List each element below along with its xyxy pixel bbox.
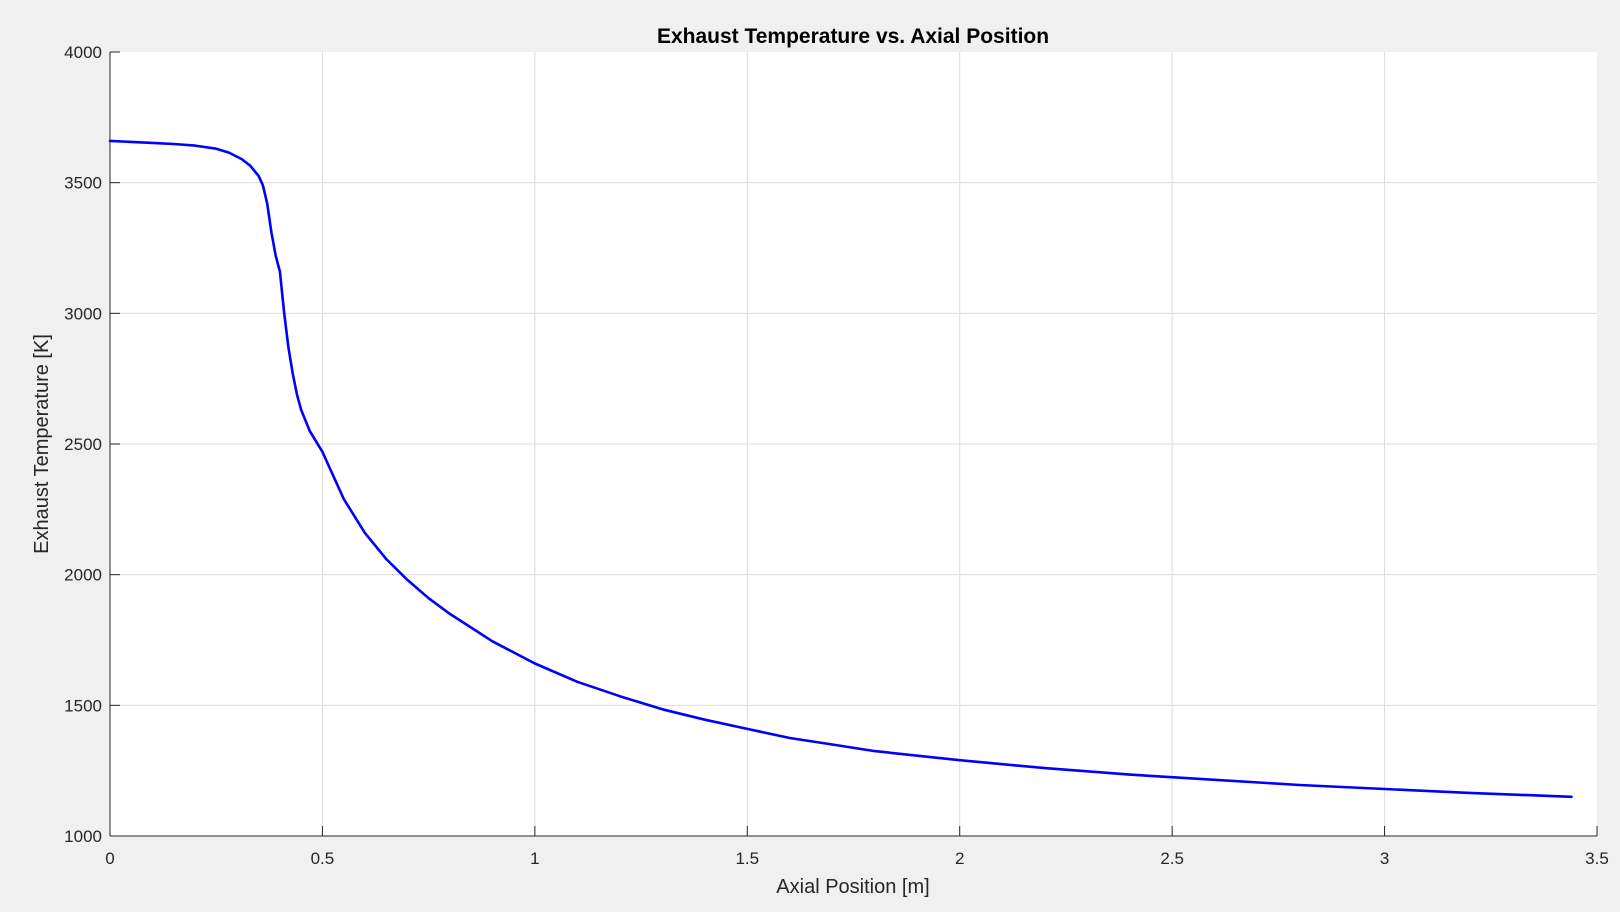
y-tick-label: 2500 (64, 435, 102, 454)
x-axis-label: Axial Position [m] (776, 876, 929, 898)
y-tick-label: 2000 (64, 566, 102, 585)
x-tick-label: 0.5 (311, 849, 335, 868)
chart-title: Exhaust Temperature vs. Axial Position (657, 25, 1049, 48)
y-tick-label: 1000 (64, 827, 102, 846)
y-tick-label: 3000 (64, 304, 102, 323)
x-tick-label: 3.5 (1585, 849, 1609, 868)
y-axis-label: Exhaust Temperature [K] (31, 334, 53, 554)
x-tick-label: 1.5 (735, 849, 759, 868)
y-tick-label: 4000 (64, 43, 102, 62)
x-tick-label: 3 (1380, 849, 1389, 868)
tick-labels: 0 0.5 1 1.5 2 2.5 3 3.5 1000 1500 2000 2500 3000 3500… (64, 43, 1609, 868)
temperature-series-line[interactable] (108, 139, 1573, 799)
axes (109, 51, 1598, 837)
x-tick-label: 2 (955, 849, 964, 868)
x-tick-label: 2.5 (1160, 849, 1184, 868)
y-tick-label: 3500 (64, 174, 102, 193)
x-tick-label: 1 (530, 849, 539, 868)
y-tick-label: 1500 (64, 696, 102, 715)
x-tick-label: 0 (105, 849, 114, 868)
grid (110, 52, 1597, 836)
